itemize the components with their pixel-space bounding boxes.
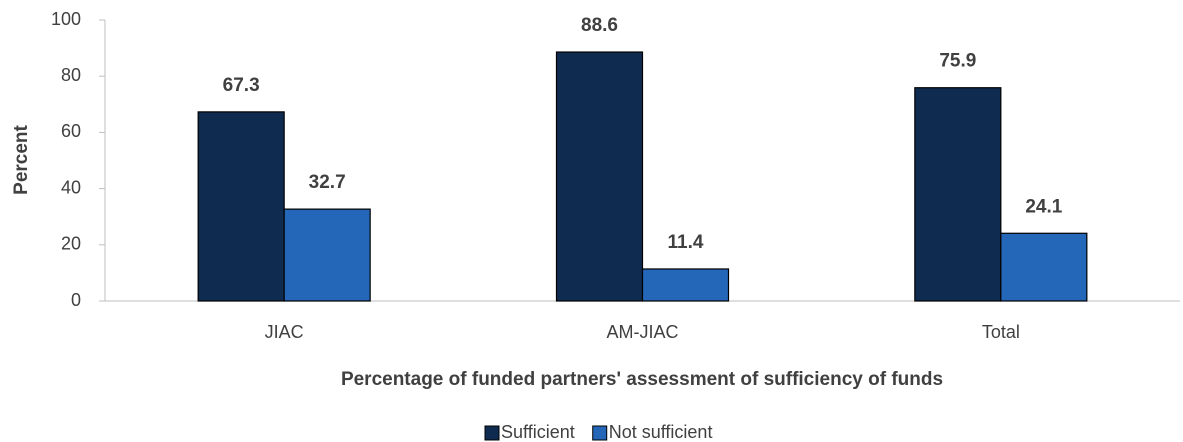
value-label: 32.7: [309, 172, 346, 193]
x-tick-label: Total: [982, 322, 1020, 342]
bar: [914, 87, 1002, 302]
y-tick-label: 80: [61, 65, 81, 85]
y-tick-label: 100: [51, 9, 81, 29]
legend-swatch: [484, 425, 500, 441]
bar: [197, 111, 285, 302]
y-tick-label: 20: [61, 234, 81, 254]
x-axis-title: Percentage of funded partners' assessmen…: [341, 369, 943, 390]
y-tick-label: 40: [61, 177, 81, 197]
bar: [555, 51, 644, 302]
legend-swatch: [592, 425, 608, 441]
value-label: 11.4: [668, 232, 704, 253]
y-tick-label: 0: [71, 290, 81, 310]
y-axis-title: Percent: [11, 124, 32, 194]
x-tick-label: JIAC: [265, 322, 304, 342]
bar: [641, 268, 730, 302]
value-label: 88.6: [581, 15, 618, 36]
value-label: 75.9: [939, 51, 976, 72]
legend-label: Not sufficient: [609, 422, 713, 442]
bar: [1000, 232, 1088, 302]
value-label: 24.1: [1025, 196, 1062, 217]
bar: [283, 208, 371, 302]
value-label: 67.3: [223, 75, 260, 96]
y-tick-label: 60: [61, 121, 81, 141]
legend-label: Sufficient: [501, 422, 575, 442]
x-tick-label: AM-JIAC: [607, 322, 679, 342]
